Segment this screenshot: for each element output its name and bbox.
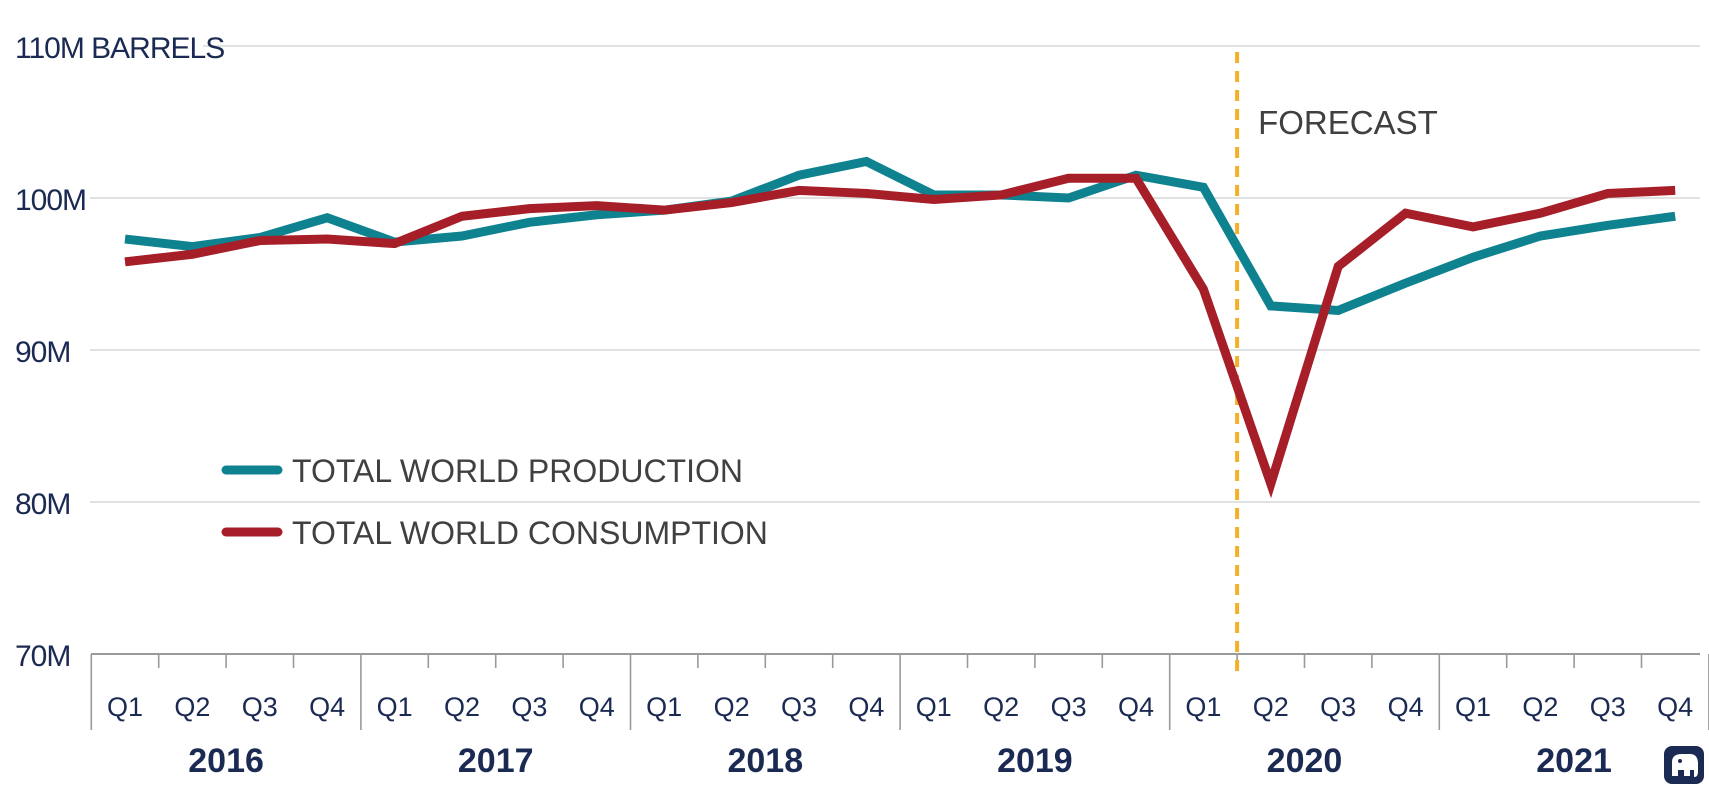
- year-label: 2019: [997, 742, 1073, 780]
- quarter-label: Q4: [579, 692, 615, 722]
- quarter-label: Q1: [1185, 692, 1221, 722]
- year-label: 2016: [188, 742, 264, 780]
- elephant-logo: [1664, 746, 1704, 784]
- quarter-label: Q2: [714, 692, 750, 722]
- quarter-label: Q2: [983, 692, 1019, 722]
- quarter-label: Q4: [309, 692, 345, 722]
- y-axis: 110M BARRELS 100M 90M 80M 70M: [15, 32, 225, 673]
- x-axis: Q1 Q2 Q3 Q4 Q1 Q2 Q3 Q4 Q1 Q2 Q3 Q4 Q1 Q2 Q3 Q4 Q1 Q2 Q3 Q4…: [90, 653, 1709, 780]
- y-tick-label: 100M: [15, 184, 86, 217]
- quarter-label: Q1: [377, 692, 413, 722]
- quarter-label: Q3: [1590, 692, 1626, 722]
- series-lines: [124, 156, 1676, 499]
- quarter-label: Q2: [1522, 692, 1558, 722]
- series-line-1: [124, 173, 1676, 499]
- quarter-label: Q3: [511, 692, 547, 722]
- legend-label-consumption: TOTAL WORLD CONSUMPTION: [292, 515, 768, 551]
- quarter-label: Q2: [444, 692, 480, 722]
- quarter-label: Q3: [1320, 692, 1356, 722]
- year-label: 2020: [1267, 742, 1343, 780]
- quarter-label: Q1: [1455, 692, 1491, 722]
- quarter-label: Q2: [174, 692, 210, 722]
- y-tick-label: 70M: [15, 640, 70, 673]
- quarter-label: Q1: [646, 692, 682, 722]
- year-label: 2018: [727, 742, 803, 780]
- legend: TOTAL WORLD PRODUCTION TOTAL WORLD CONSU…: [221, 453, 768, 551]
- quarter-label: Q4: [848, 692, 884, 722]
- series-line-0: [124, 156, 1676, 316]
- quarter-label: Q1: [107, 692, 143, 722]
- quarter-label: Q3: [781, 692, 817, 722]
- y-tick-label: 90M: [15, 336, 70, 369]
- gridlines: [90, 45, 1700, 503]
- forecast-annotation: FORECAST: [1235, 52, 1438, 674]
- y-tick-label: 110M BARRELS: [15, 32, 224, 65]
- quarter-label: Q3: [242, 692, 278, 722]
- quarter-label: Q1: [916, 692, 952, 722]
- y-tick-label: 80M: [15, 488, 70, 521]
- quarter-label: Q4: [1118, 692, 1154, 722]
- quarter-label: Q2: [1253, 692, 1289, 722]
- forecast-label: FORECAST: [1258, 104, 1438, 141]
- quarter-label: Q4: [1657, 692, 1693, 722]
- year-label: 2017: [458, 742, 534, 780]
- year-label: 2021: [1536, 742, 1612, 780]
- legend-label-production: TOTAL WORLD PRODUCTION: [292, 453, 743, 489]
- quarter-label: Q4: [1388, 692, 1424, 722]
- quarter-label: Q3: [1051, 692, 1087, 722]
